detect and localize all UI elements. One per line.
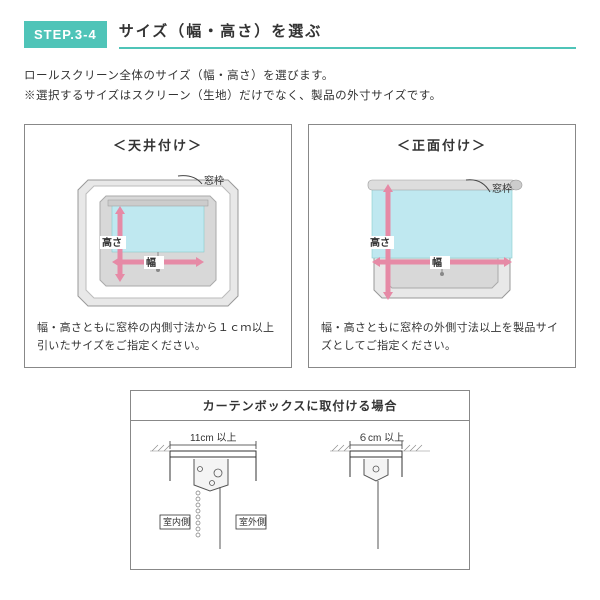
curtain-box-section: カーテンボックスに取付ける場合 11cm 以上: [130, 390, 470, 570]
label-height: 高さ: [102, 236, 122, 249]
label-width-r: 幅: [432, 256, 442, 269]
panel-front-desc: 幅・高さともに窓枠の外側寸法以上を製品サイズとしてご指定ください。: [321, 320, 563, 355]
step-title: サイズ（幅・高さ）を選ぶ: [119, 20, 576, 49]
panel-ceiling-diagram: 窓枠 高さ 幅: [37, 162, 279, 312]
curtain-diagram: 11cm 以上: [131, 421, 469, 569]
panels-row: ＜天井付け＞ 窓枠: [24, 124, 576, 368]
panel-front-title: ＜正面付け＞: [321, 135, 563, 154]
label-width: 幅: [146, 256, 156, 269]
dim-11cm: 11cm 以上: [190, 432, 237, 444]
intro-line1: ロールスクリーン全体のサイズ（幅・高さ）を選びます。: [24, 67, 576, 87]
label-inside: 室内側: [163, 516, 190, 527]
label-outside: 室外側: [239, 516, 266, 527]
step-badge: STEP.3-4: [24, 21, 107, 48]
curtain-title: カーテンボックスに取付ける場合: [131, 391, 469, 421]
label-frame: 窓枠: [204, 174, 224, 187]
label-frame-r: 窓枠: [492, 182, 512, 195]
panel-front-diagram: 窓枠 高さ 幅: [321, 162, 563, 312]
label-height-r: 高さ: [370, 236, 390, 249]
header: STEP.3-4 サイズ（幅・高さ）を選ぶ: [24, 20, 576, 49]
intro-text: ロールスクリーン全体のサイズ（幅・高さ）を選びます。 ※選択するサイズはスクリー…: [24, 67, 576, 106]
dim-6cm: ６cm 以上: [358, 432, 404, 444]
panel-ceiling-desc: 幅・高さともに窓枠の内側寸法から１ｃｍ以上引いたサイズをご指定ください。: [37, 320, 279, 355]
intro-line2: ※選択するサイズはスクリーン（生地）だけでなく、製品の外寸サイズです。: [24, 87, 576, 107]
panel-front: ＜正面付け＞ 窓枠: [308, 124, 576, 368]
panel-ceiling: ＜天井付け＞ 窓枠: [24, 124, 292, 368]
panel-ceiling-title: ＜天井付け＞: [37, 135, 279, 154]
